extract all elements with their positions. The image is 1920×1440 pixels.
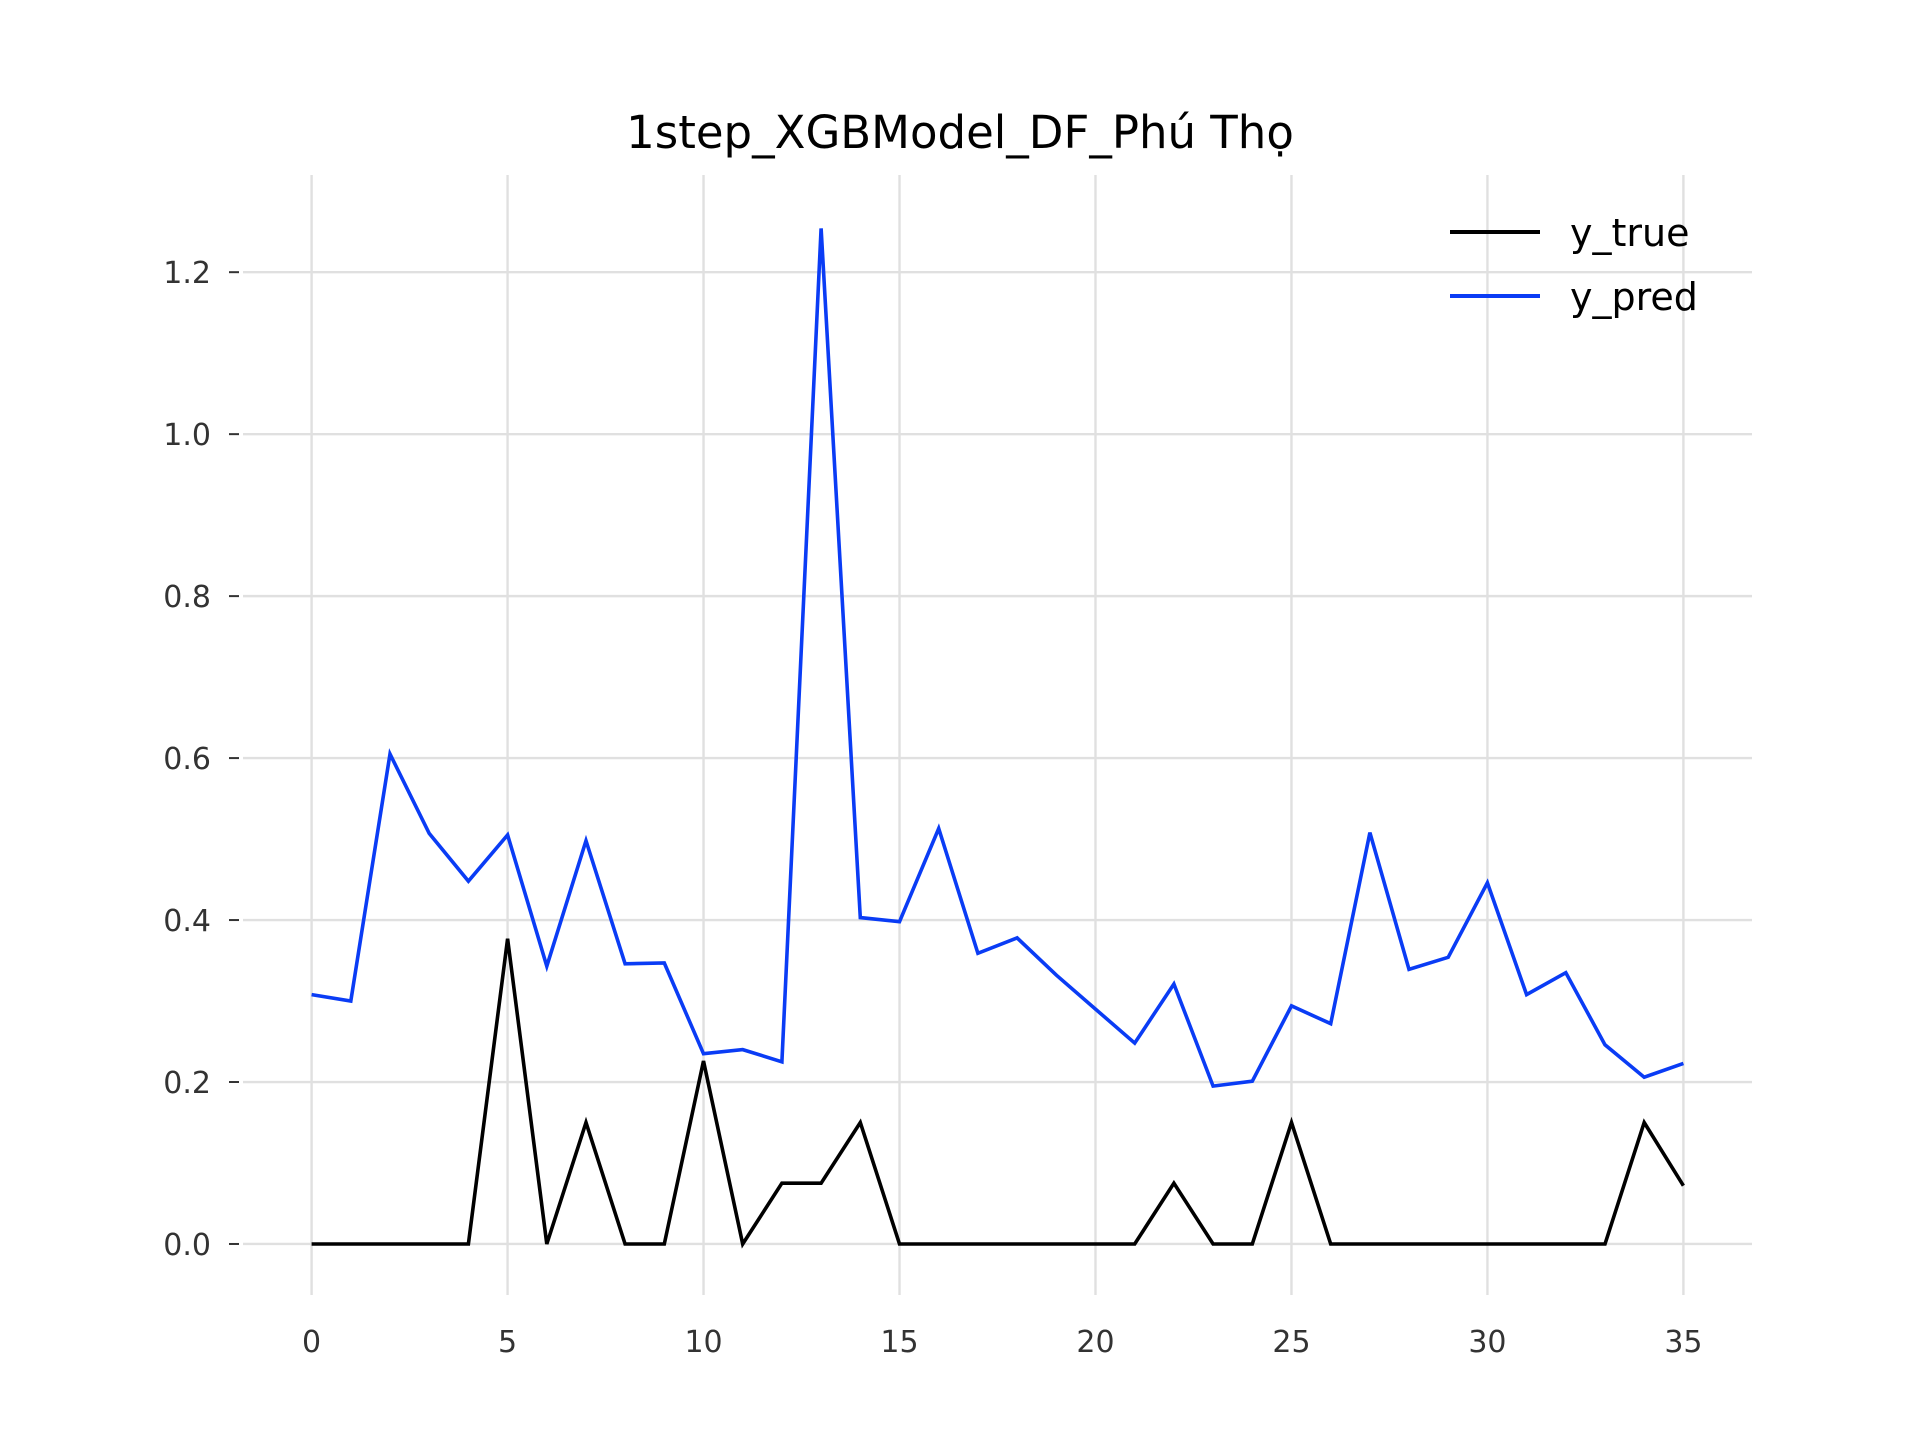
x-axis: 0 5 10 15 20 25 30 35 [302, 1325, 1702, 1360]
series-line-y-true [311, 938, 1685, 1249]
y-axis: 0.0 0.2 0.4 0.6 0.8 1.0 1.2 [163, 256, 239, 1263]
y-tick-label: 0.4 [163, 904, 211, 939]
y-tick-label: 0.0 [163, 1228, 211, 1263]
series-line-y-pred [311, 228, 1684, 1089]
series-lines [311, 228, 1685, 1249]
y-tick-label: 0.8 [163, 580, 211, 615]
x-tick-label: 0 [302, 1325, 321, 1360]
x-tick-label: 25 [1272, 1325, 1310, 1360]
x-tick-label: 10 [684, 1325, 722, 1360]
x-tick-label: 15 [880, 1325, 918, 1360]
x-tick-label: 5 [498, 1325, 517, 1360]
x-tick-label: 20 [1076, 1325, 1114, 1360]
y-tick-label: 0.6 [163, 742, 211, 777]
legend-label-y-true: y_true [1570, 211, 1689, 255]
y-tick-label: 1.0 [163, 418, 211, 453]
legend-label-y-pred: y_pred [1570, 275, 1698, 319]
x-tick-label: 30 [1468, 1325, 1506, 1360]
y-tick-label: 1.2 [163, 256, 211, 291]
y-tick-label: 0.2 [163, 1066, 211, 1101]
legend: y_true y_pred [1450, 211, 1698, 319]
x-tick-label: 35 [1664, 1325, 1702, 1360]
grid-lines [243, 175, 1752, 1295]
chart-title: 1step_XGBModel_DF_Phú Thọ [626, 106, 1294, 159]
